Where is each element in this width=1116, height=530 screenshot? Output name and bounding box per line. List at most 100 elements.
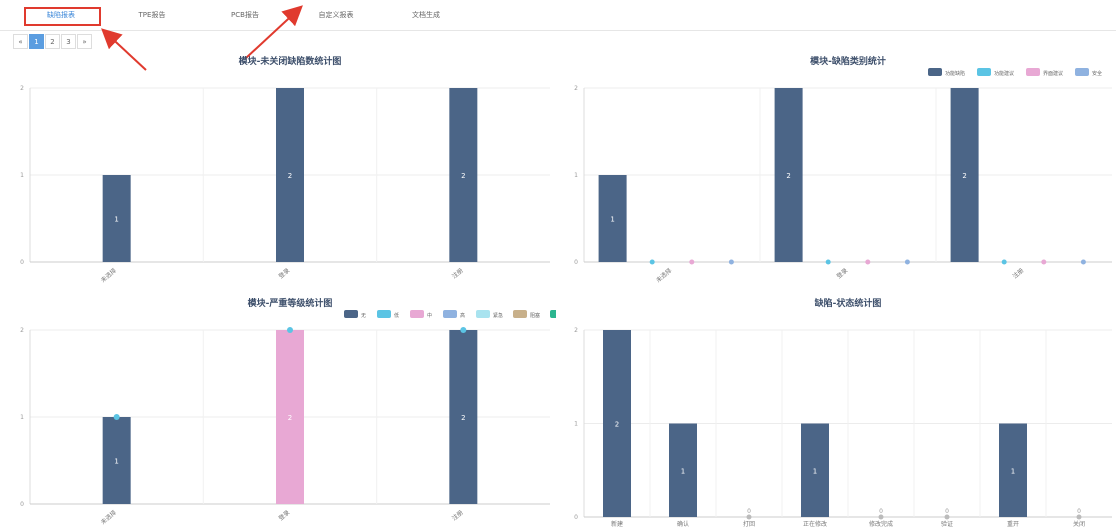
tab-pcb-report[interactable]: PCB报告 bbox=[231, 11, 259, 19]
page-3-button[interactable]: 3 bbox=[61, 34, 76, 49]
data-label: 1 bbox=[610, 216, 614, 224]
next-page-button[interactable]: » bbox=[77, 34, 92, 49]
y-tick-label: 1 bbox=[574, 421, 578, 428]
zero-marker bbox=[1080, 259, 1086, 265]
legend-swatch bbox=[550, 310, 556, 318]
page-2-button[interactable]: 2 bbox=[45, 34, 60, 49]
data-label: 2 bbox=[962, 172, 966, 180]
chart-defect-status: 缺陷-状态统计图 0 1 2 2 新建 1 确认 0 打回 1 正在修改 0 修改完成 0 验证 1 重开 0 关闭 bbox=[574, 297, 1112, 528]
zero-marker bbox=[944, 514, 950, 520]
x-tick-label: 打回 bbox=[743, 520, 755, 528]
data-label: 0 bbox=[879, 508, 883, 515]
tab-doc-generation[interactable]: 文档生成 bbox=[412, 11, 440, 19]
y-tick-label: 0 bbox=[20, 259, 24, 266]
data-label: 1 bbox=[114, 216, 118, 224]
data-label: 0 bbox=[1077, 508, 1081, 515]
y-tick-label: 1 bbox=[20, 172, 24, 179]
legend-swatch bbox=[476, 310, 490, 318]
x-tick-label: 注册 bbox=[1011, 266, 1025, 280]
legend-swatch bbox=[377, 310, 391, 318]
y-tick-label: 2 bbox=[20, 327, 24, 334]
x-tick-label: 未选择 bbox=[99, 508, 118, 526]
zero-marker bbox=[904, 259, 910, 265]
data-label: 2 bbox=[288, 414, 292, 422]
chart-title: 模块-未关闭缺陷数统计图 bbox=[239, 55, 342, 67]
legend-swatch bbox=[513, 310, 527, 318]
legend-label: 安全 bbox=[1092, 70, 1102, 77]
total-marker bbox=[113, 414, 120, 420]
legend-swatch bbox=[977, 68, 991, 76]
chart-title: 模块-缺陷类别统计 bbox=[810, 55, 886, 67]
bar bbox=[603, 330, 631, 517]
x-tick-label: 新建 bbox=[611, 520, 623, 528]
bar bbox=[276, 88, 304, 262]
data-label: 2 bbox=[786, 172, 790, 180]
x-tick-label: 登录 bbox=[277, 266, 291, 280]
legend-swatch bbox=[1075, 68, 1089, 76]
zero-marker bbox=[689, 259, 695, 265]
tab-custom-report[interactable]: 自定义报表 bbox=[318, 11, 354, 19]
data-label: 1 bbox=[1011, 467, 1015, 475]
total-marker bbox=[287, 327, 293, 333]
x-tick-label: 注册 bbox=[450, 266, 464, 280]
x-tick-label: 注册 bbox=[450, 508, 464, 522]
y-tick-label: 1 bbox=[574, 172, 578, 179]
data-label: 1 bbox=[681, 467, 685, 475]
data-label: 2 bbox=[615, 421, 619, 429]
bar bbox=[102, 417, 131, 504]
data-label: 2 bbox=[288, 172, 292, 180]
zero-marker bbox=[649, 259, 655, 265]
data-label: 2 bbox=[461, 172, 465, 180]
page-1-button[interactable]: 1 bbox=[29, 34, 44, 49]
y-tick-label: 2 bbox=[574, 85, 578, 92]
bar bbox=[276, 330, 304, 504]
chart-title: 模块-严重等级统计图 bbox=[248, 297, 333, 309]
legend-swatch bbox=[928, 68, 942, 76]
legend-label: 界面建议 bbox=[1043, 70, 1063, 77]
y-tick-label: 0 bbox=[574, 259, 578, 266]
report-tab-bar: 缺陷报表 TPE报告 PCB报告 自定义报表 文档生成 bbox=[0, 0, 1116, 31]
zero-marker bbox=[825, 259, 831, 265]
tab-defect-report[interactable]: 缺陷报表 bbox=[47, 11, 75, 19]
legend-label: 阻塞 bbox=[530, 312, 540, 319]
legend-swatch bbox=[443, 310, 457, 318]
x-tick-label: 未选择 bbox=[654, 266, 673, 284]
x-tick-label: 登录 bbox=[277, 508, 291, 522]
legend-swatch bbox=[410, 310, 424, 318]
bar bbox=[449, 330, 478, 504]
bar bbox=[801, 423, 829, 517]
chart-severity: 模块-严重等级统计图无低中高紧急阻塞致0121未选择2登录2注册 bbox=[20, 297, 556, 526]
data-label: 0 bbox=[945, 508, 949, 515]
zero-marker bbox=[1001, 259, 1007, 265]
y-tick-label: 2 bbox=[20, 85, 24, 92]
x-tick-label: 未选择 bbox=[99, 266, 118, 284]
bar bbox=[950, 88, 979, 262]
x-tick-label: 正在修改 bbox=[803, 520, 827, 528]
legend-label: 无 bbox=[361, 313, 366, 319]
x-tick-label: 关闭 bbox=[1073, 520, 1085, 528]
chart-unclosed-defects: 模块-未关闭缺陷数统计图 0 1 2 1 未选择 2 登录 2 注册 bbox=[20, 55, 550, 284]
y-tick-label: 1 bbox=[20, 414, 24, 421]
x-tick-label: 确认 bbox=[677, 520, 689, 528]
legend-label: 功能缺陷 bbox=[945, 70, 965, 77]
bar bbox=[598, 175, 627, 262]
data-label: 2 bbox=[461, 414, 465, 422]
data-label: 0 bbox=[747, 508, 751, 515]
x-tick-label: 登录 bbox=[835, 266, 849, 280]
y-tick-label: 0 bbox=[574, 514, 578, 521]
legend-label: 中 bbox=[427, 312, 432, 319]
bar bbox=[669, 423, 697, 517]
tab-tpe-report[interactable]: TPE报告 bbox=[138, 11, 166, 19]
legend-label: 紧急 bbox=[493, 312, 503, 319]
data-label: 1 bbox=[114, 458, 118, 466]
prev-page-button[interactable]: « bbox=[13, 34, 28, 49]
data-label: 1 bbox=[813, 467, 817, 475]
zero-marker bbox=[865, 259, 871, 265]
bar bbox=[999, 423, 1027, 517]
zero-marker bbox=[728, 259, 734, 265]
zero-marker bbox=[878, 514, 884, 520]
zero-marker bbox=[1041, 259, 1047, 265]
legend-label: 低 bbox=[394, 312, 399, 319]
zero-marker bbox=[1076, 514, 1082, 520]
